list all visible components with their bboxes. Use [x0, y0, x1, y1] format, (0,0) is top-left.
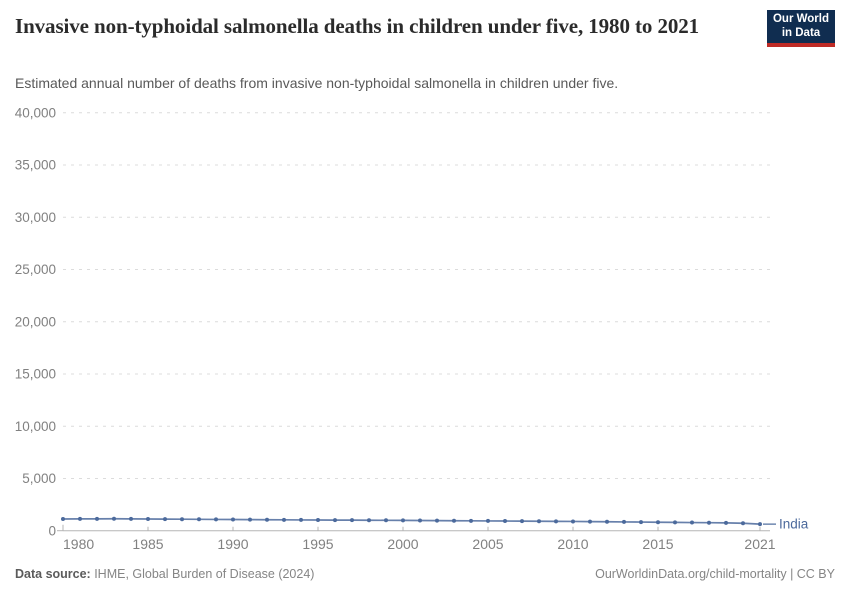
owid-logo-line1: Our World — [772, 12, 829, 25]
data-source-label: Data source: — [15, 567, 91, 581]
data-point[interactable] — [639, 520, 643, 525]
data-point[interactable] — [214, 517, 218, 522]
data-point[interactable] — [265, 517, 269, 522]
x-tick-label: 2015 — [642, 536, 673, 552]
owid-link[interactable]: OurWorldinData.org/child-mortality | CC … — [595, 567, 835, 581]
data-point[interactable] — [197, 517, 201, 522]
data-point[interactable] — [231, 517, 235, 522]
chart-footer: Data source: IHME, Global Burden of Dise… — [15, 567, 835, 581]
data-point[interactable] — [707, 520, 711, 525]
x-tick-label: 1985 — [132, 536, 163, 552]
data-point[interactable] — [622, 519, 626, 524]
data-point[interactable] — [690, 520, 694, 525]
x-tick-label: 2010 — [557, 536, 588, 552]
y-tick-label: 15,000 — [15, 367, 56, 382]
data-point[interactable] — [78, 516, 82, 521]
data-point[interactable] — [503, 519, 507, 524]
data-point[interactable] — [61, 516, 65, 521]
data-point[interactable] — [299, 517, 303, 522]
data-point[interactable] — [146, 516, 150, 521]
data-point[interactable] — [656, 520, 660, 525]
series-label-india[interactable]: India — [779, 517, 809, 532]
data-point[interactable] — [282, 517, 286, 522]
chart-subtitle: Estimated annual number of deaths from i… — [15, 75, 619, 91]
data-point[interactable] — [571, 519, 575, 524]
y-tick-label: 5,000 — [22, 471, 56, 486]
data-point[interactable] — [758, 522, 762, 527]
data-point[interactable] — [112, 516, 116, 521]
x-tick-label: 2005 — [472, 536, 503, 552]
data-point[interactable] — [741, 521, 745, 526]
y-tick-label: 25,000 — [15, 262, 56, 277]
y-tick-label: 40,000 — [15, 105, 56, 120]
owid-logo[interactable]: Our World in Data — [767, 10, 835, 47]
page-title: Invasive non-typhoidal salmonella deaths… — [15, 14, 700, 38]
data-point[interactable] — [469, 518, 473, 523]
data-point[interactable] — [129, 516, 133, 521]
data-point[interactable] — [163, 517, 167, 522]
data-point[interactable] — [367, 518, 371, 523]
data-point[interactable] — [452, 518, 456, 523]
data-point[interactable] — [520, 519, 524, 524]
data-source-value: IHME, Global Burden of Disease (2024) — [90, 567, 315, 581]
y-tick-label: 30,000 — [15, 210, 56, 225]
data-point[interactable] — [401, 518, 405, 523]
data-point[interactable] — [95, 516, 99, 521]
data-point[interactable] — [724, 520, 728, 525]
data-point[interactable] — [180, 517, 184, 522]
data-point[interactable] — [673, 520, 677, 525]
x-tick-label: 2021 — [744, 536, 775, 552]
y-tick-label: 0 — [48, 523, 56, 538]
data-point[interactable] — [554, 519, 558, 524]
data-point[interactable] — [605, 519, 609, 524]
x-tick-label: 1980 — [63, 536, 94, 552]
y-tick-label: 10,000 — [15, 419, 56, 434]
data-point[interactable] — [418, 518, 422, 523]
x-tick-label: 1990 — [217, 536, 248, 552]
owid-logo-line2: in Data — [781, 26, 821, 39]
x-tick-label: 2000 — [387, 536, 418, 552]
data-point[interactable] — [435, 518, 439, 523]
y-tick-label: 20,000 — [15, 314, 56, 329]
data-point[interactable] — [486, 518, 490, 523]
data-point[interactable] — [248, 517, 252, 522]
y-tick-label: 35,000 — [15, 158, 56, 173]
data-point[interactable] — [384, 518, 388, 523]
data-point[interactable] — [333, 518, 337, 523]
data-point[interactable] — [537, 519, 541, 524]
data-point[interactable] — [316, 517, 320, 522]
data-source: Data source: IHME, Global Burden of Dise… — [15, 567, 314, 581]
data-point[interactable] — [588, 519, 592, 524]
x-tick-label: 1995 — [302, 536, 333, 552]
data-point[interactable] — [350, 518, 354, 523]
data-line-india[interactable] — [62, 517, 761, 525]
